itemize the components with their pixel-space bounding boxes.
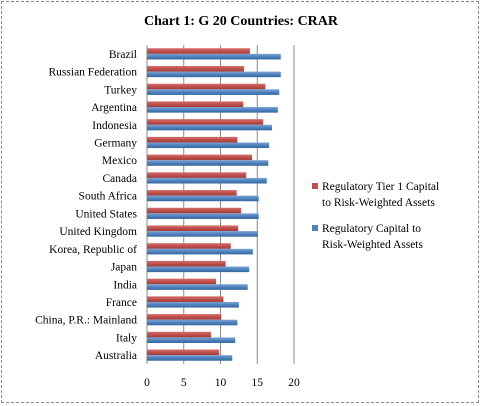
category-label-4: Indonesia [92, 120, 137, 132]
category-label-12: Japan [111, 262, 137, 274]
category-label-1: Russian Federation [49, 67, 138, 79]
bar-capital-12 [147, 266, 250, 273]
bar-capital-2 [147, 89, 280, 95]
bar-tier1-4 [147, 119, 264, 125]
category-label-9: United States [75, 208, 137, 220]
category-label-2: Turkey [104, 84, 137, 96]
bar-capital-4 [147, 124, 272, 131]
bar-tier1-12 [147, 260, 226, 267]
category-label-17: Australia [95, 350, 137, 362]
bar-tier1-10 [147, 225, 239, 232]
category-label-15: China, P.R.: Mainland [35, 315, 137, 327]
bar-tier1-1 [147, 65, 245, 72]
x-tick-label-3: 15 [252, 377, 264, 389]
bar-tier1-8 [147, 190, 237, 196]
category-label-7: Canada [103, 173, 137, 185]
bar-capital-16 [147, 337, 236, 344]
category-labels: Brazil Russian Federation Turkey Argentina I… [35, 49, 137, 362]
category-label-5: Germany [94, 137, 137, 149]
bar-capital-6 [147, 160, 269, 166]
bar-capital-15 [147, 319, 238, 326]
bar-tier1-0 [147, 48, 250, 54]
bar-tier1-3 [147, 101, 244, 108]
bar-capital-17 [147, 355, 233, 361]
legend-label-1: Regulatory Capital to Risk-Weighted Asset… [322, 223, 423, 251]
category-label-11: Korea, Republic of [49, 244, 137, 256]
bar-capital-8 [147, 195, 259, 202]
x-tick-label-2: 10 [215, 377, 227, 389]
category-label-10: United Kingdom [59, 226, 137, 238]
legend-label-0: Regulatory Tier 1 Capital to Risk-Weighte… [322, 181, 439, 209]
x-tick-label-0: 0 [144, 377, 150, 389]
bar-tier1-5 [147, 136, 238, 143]
chart-title: Chart 1: G 20 Countries: CRAR [144, 14, 339, 29]
bar-capital-14 [147, 301, 239, 308]
bar-capital-3 [147, 107, 278, 113]
category-label-3: Argentina [91, 102, 137, 114]
bar-tier1-15 [147, 314, 222, 320]
bar-tier1-9 [147, 207, 242, 214]
category-label-8: South Africa [79, 191, 137, 203]
bar-capital-0 [147, 53, 281, 60]
bar-tier1-13 [147, 278, 217, 285]
x-tick-label-4: 20 [288, 377, 300, 389]
bar-capital-7 [147, 177, 267, 184]
category-label-13: India [113, 279, 137, 291]
bar-capital-11 [147, 248, 253, 255]
bars [147, 48, 281, 361]
legend: Regulatory Tier 1 Capital to Risk-Weighte… [312, 181, 439, 251]
bar-tier1-11 [147, 243, 231, 249]
gridlines [146, 45, 295, 364]
category-label-6: Mexico [102, 155, 137, 167]
bar-tier1-2 [147, 83, 266, 90]
category-label-14: France [106, 297, 137, 309]
bar-capital-13 [147, 284, 248, 290]
legend-swatch-0 [312, 183, 318, 189]
bar-tier1-17 [147, 349, 220, 356]
bar-capital-5 [147, 142, 270, 149]
bar-tier1-6 [147, 154, 253, 161]
bar-capital-1 [147, 71, 281, 78]
category-label-0: Brazil [109, 49, 137, 61]
bar-capital-9 [147, 213, 259, 219]
bar-capital-10 [147, 231, 258, 237]
x-tick-labels: 0 5 10 15 20 [144, 377, 300, 389]
x-tick-label-1: 5 [181, 377, 187, 389]
legend-swatch-1 [312, 225, 318, 231]
bar-tier1-16 [147, 331, 211, 338]
category-label-16: Italy [116, 332, 137, 344]
bar-tier1-7 [147, 172, 247, 178]
bar-tier1-14 [147, 296, 224, 302]
